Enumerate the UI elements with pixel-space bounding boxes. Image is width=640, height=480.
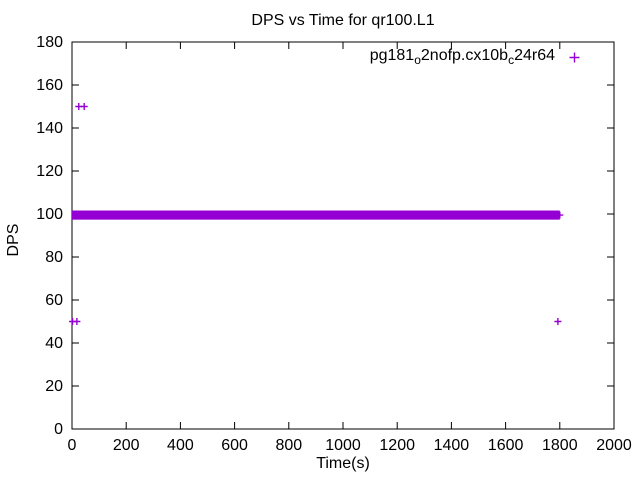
y-tick-label: 20 <box>45 378 63 395</box>
legend-label-text: pg181 <box>369 47 415 64</box>
x-tick-label: 1600 <box>488 437 524 454</box>
x-tick-label: 2000 <box>596 437 632 454</box>
y-tick-label: 180 <box>36 34 63 51</box>
x-tick-label: 1200 <box>379 437 415 454</box>
y-tick-label: 140 <box>36 120 63 137</box>
legend-series-label: pg181o2nofp.cx10bc24r64 <box>370 47 555 67</box>
legend-label-text: 24r64 <box>514 47 555 64</box>
data-point-marker <box>554 318 562 325</box>
legend-label-subscript: c <box>508 53 515 67</box>
x-tick-label: 800 <box>275 437 302 454</box>
data-point-marker <box>80 103 88 110</box>
x-axis-title: Time(s) <box>316 455 370 472</box>
y-tick-label: 0 <box>54 421 63 438</box>
x-tick-label: 1400 <box>434 437 470 454</box>
plot-border <box>71 41 615 430</box>
data-point-marker <box>73 318 81 325</box>
x-tick-label: 600 <box>221 437 248 454</box>
legend-label-text: 2nofp.cx10b <box>420 47 509 64</box>
plus-icon <box>569 52 580 62</box>
legend: pg181o2nofp.cx10bc24r64 <box>370 47 580 67</box>
x-tick-label: 0 <box>68 437 77 454</box>
y-tick-label: 120 <box>36 163 63 180</box>
x-tick-label: 1800 <box>542 437 578 454</box>
y-tick-label: 40 <box>45 335 63 352</box>
y-tick-label: 60 <box>45 292 63 309</box>
y-tick-label: 80 <box>45 249 63 266</box>
y-tick-label: 160 <box>36 77 63 94</box>
y-tick-label: 100 <box>36 206 63 223</box>
legend-plus-marker <box>569 52 580 62</box>
x-tick-label: 200 <box>113 437 140 454</box>
legend-label-subscript: o <box>414 53 421 67</box>
band-end-marker <box>556 211 564 219</box>
dense-marker-band <box>72 210 560 220</box>
x-tick-label: 400 <box>167 437 194 454</box>
x-tick-label: 1000 <box>325 437 361 454</box>
chart-title: DPS vs Time for qr100.L1 <box>251 12 435 29</box>
